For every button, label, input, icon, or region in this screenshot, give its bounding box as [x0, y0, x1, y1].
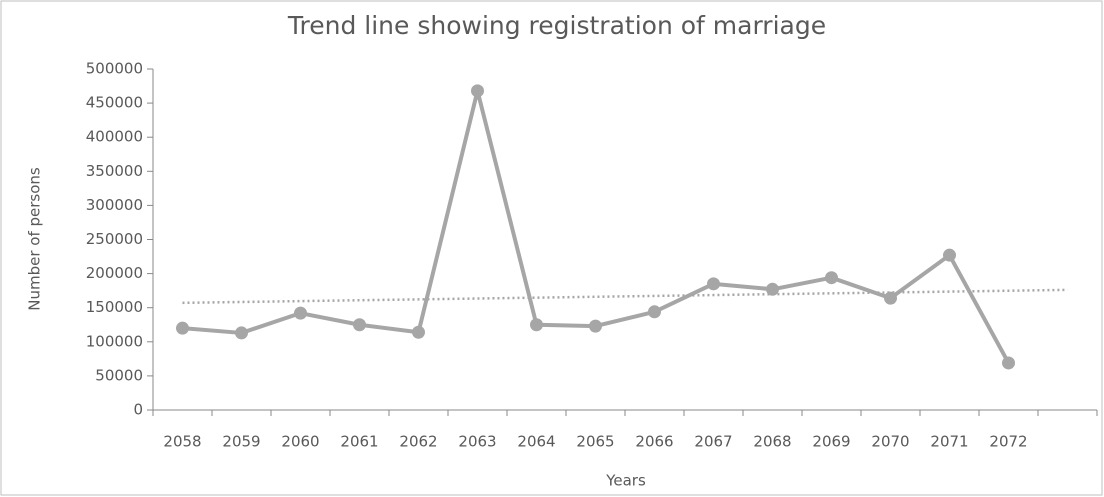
data-point — [412, 325, 425, 339]
y-tick-label: 450000 — [86, 94, 143, 112]
data-point — [943, 248, 956, 262]
x-tick-label: 2068 — [753, 433, 791, 451]
data-point — [353, 318, 366, 332]
data-point — [884, 291, 897, 305]
x-tick-label: 2072 — [989, 433, 1027, 451]
y-tick-label: 100000 — [86, 332, 143, 350]
x-tick-label: 2065 — [576, 433, 614, 451]
y-tick-label: 50000 — [95, 366, 143, 384]
x-tick-label: 2069 — [812, 433, 850, 451]
data-point — [1002, 356, 1015, 370]
y-tick-label: 250000 — [86, 230, 143, 248]
y-tick-label: 500000 — [86, 60, 143, 78]
data-point — [235, 326, 248, 340]
y-tick-label: 150000 — [86, 298, 143, 316]
x-tick-label: 2064 — [517, 433, 555, 451]
data-point — [589, 319, 602, 333]
y-axis-title: Number of persons — [26, 167, 44, 311]
data-point — [294, 306, 307, 320]
data-point — [176, 321, 189, 335]
data-point — [471, 84, 484, 98]
x-tick-label: 2059 — [222, 433, 260, 451]
x-tick-label: 2060 — [281, 433, 319, 451]
y-tick-label: 300000 — [86, 196, 143, 214]
x-tick-label: 2058 — [163, 433, 201, 451]
data-point — [530, 318, 543, 332]
x-tick-label: 2070 — [871, 433, 909, 451]
y-tick-label: 350000 — [86, 162, 143, 180]
data-point — [766, 282, 779, 296]
x-axis-title: Years — [605, 472, 646, 490]
x-tick-label: 2067 — [694, 433, 732, 451]
x-tick-label: 2061 — [340, 433, 378, 451]
y-tick-label: 400000 — [86, 128, 143, 146]
y-tick-label: 0 — [133, 401, 143, 419]
x-tick-label: 2063 — [458, 433, 496, 451]
x-tick-label: 2062 — [399, 433, 437, 451]
data-point — [825, 271, 838, 285]
x-tick-label: 2066 — [635, 433, 673, 451]
x-tick-label: 2071 — [930, 433, 968, 451]
chart-title: Trend line showing registration of marri… — [287, 11, 826, 40]
data-point — [648, 305, 661, 319]
data-point — [707, 277, 720, 291]
y-tick-label: 200000 — [86, 264, 143, 282]
